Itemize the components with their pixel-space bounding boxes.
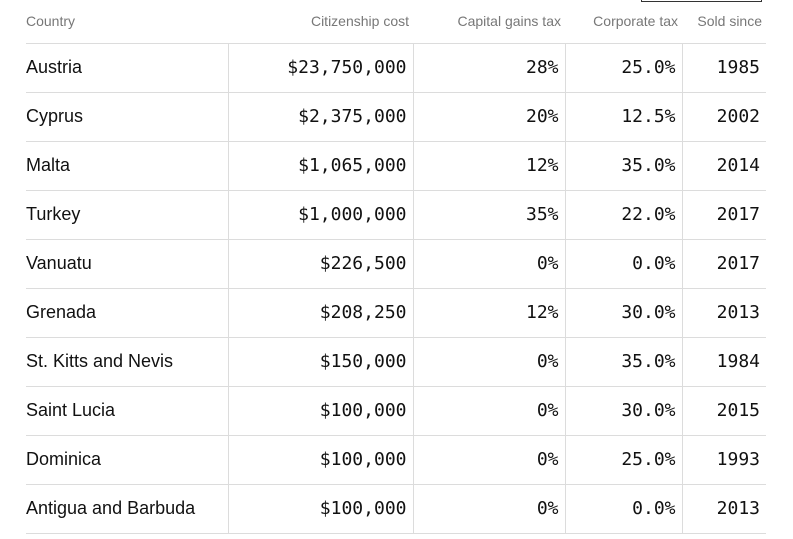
cell-citizenship-cost: $226,500 xyxy=(227,239,414,289)
cell-country: Saint Lucia xyxy=(26,386,228,436)
cell-country: Antigua and Barbuda xyxy=(26,484,228,534)
cell-sold-since: 2013 xyxy=(682,484,766,534)
header-country[interactable]: Country xyxy=(26,0,228,44)
cell-sold-since: 2017 xyxy=(682,190,766,240)
cell-corporate-tax: 25.0% xyxy=(565,43,683,93)
cell-sold-since: 2017 xyxy=(682,239,766,289)
cell-capital-gains-tax: 0% xyxy=(413,386,566,436)
cell-capital-gains-tax: 20% xyxy=(413,92,566,142)
cell-sold-since: 2013 xyxy=(682,288,766,338)
cell-sold-since: 2015 xyxy=(682,386,766,436)
cell-capital-gains-tax: 12% xyxy=(413,141,566,191)
cell-sold-since: 1985 xyxy=(682,43,766,93)
cell-corporate-tax: 0.0% xyxy=(565,484,683,534)
cell-citizenship-cost: $150,000 xyxy=(227,337,414,387)
table-row: Malta $1,065,000 12% 35.0% 2014 xyxy=(26,141,766,191)
table-row: Austria $23,750,000 28% 25.0% 1985 xyxy=(26,43,766,93)
table-row: Turkey $1,000,000 35% 22.0% 2017 xyxy=(26,190,766,240)
cell-country: Austria xyxy=(26,43,228,93)
table-row: Antigua and Barbuda $100,000 0% 0.0% 2013 xyxy=(26,484,766,534)
cell-corporate-tax: 0.0% xyxy=(565,239,683,289)
cell-capital-gains-tax: 35% xyxy=(413,190,566,240)
header-row: Country Citizenship cost Capital gains t… xyxy=(26,0,766,44)
cell-citizenship-cost: $100,000 xyxy=(227,435,414,485)
cell-sold-since: 2002 xyxy=(682,92,766,142)
cell-corporate-tax: 22.0% xyxy=(565,190,683,240)
table-row: Grenada $208,250 12% 30.0% 2013 xyxy=(26,288,766,338)
cell-citizenship-cost: $1,000,000 xyxy=(227,190,414,240)
cell-sold-since: 2014 xyxy=(682,141,766,191)
table-row: Saint Lucia $100,000 0% 30.0% 2015 xyxy=(26,386,766,436)
cell-capital-gains-tax: 0% xyxy=(413,337,566,387)
cell-capital-gains-tax: 12% xyxy=(413,288,566,338)
header-citizenship-cost[interactable]: Citizenship cost xyxy=(228,0,413,44)
cell-country: St. Kitts and Nevis xyxy=(26,337,228,387)
header-corporate-tax[interactable]: Corporate tax xyxy=(565,0,682,44)
cell-corporate-tax: 30.0% xyxy=(565,386,683,436)
cell-citizenship-cost: $23,750,000 xyxy=(227,43,414,93)
cell-citizenship-cost: $100,000 xyxy=(227,386,414,436)
cell-capital-gains-tax: 0% xyxy=(413,484,566,534)
cell-capital-gains-tax: 0% xyxy=(413,435,566,485)
cell-citizenship-cost: $1,065,000 xyxy=(227,141,414,191)
cell-capital-gains-tax: 0% xyxy=(413,239,566,289)
cell-country: Malta xyxy=(26,141,228,191)
cell-corporate-tax: 35.0% xyxy=(565,337,683,387)
cell-sold-since: 1984 xyxy=(682,337,766,387)
table-body: Austria $23,750,000 28% 25.0% 1985 Cyprus $2,3… xyxy=(26,43,766,534)
cell-capital-gains-tax: 28% xyxy=(413,43,566,93)
cell-corporate-tax: 30.0% xyxy=(565,288,683,338)
cell-citizenship-cost: $2,375,000 xyxy=(227,92,414,142)
table-row: St. Kitts and Nevis $150,000 0% 35.0% 1984 xyxy=(26,337,766,387)
cell-citizenship-cost: $208,250 xyxy=(227,288,414,338)
cell-corporate-tax: 25.0% xyxy=(565,435,683,485)
cell-sold-since: 1993 xyxy=(682,435,766,485)
table-row: Dominica $100,000 0% 25.0% 1993 xyxy=(26,435,766,485)
header-sold-since[interactable]: Sold since xyxy=(682,0,766,44)
table-header: Country Citizenship cost Capital gains t… xyxy=(26,0,766,44)
table-row: Vanuatu $226,500 0% 0.0% 2017 xyxy=(26,239,766,289)
cell-country: Cyprus xyxy=(26,92,228,142)
header-capital-gains-tax[interactable]: Capital gains tax xyxy=(413,0,565,44)
cell-country: Dominica xyxy=(26,435,228,485)
table-row: Cyprus $2,375,000 20% 12.5% 2002 xyxy=(26,92,766,142)
cell-corporate-tax: 12.5% xyxy=(565,92,683,142)
cell-country: Grenada xyxy=(26,288,228,338)
cell-corporate-tax: 35.0% xyxy=(565,141,683,191)
cell-country: Vanuatu xyxy=(26,239,228,289)
cell-citizenship-cost: $100,000 xyxy=(227,484,414,534)
cell-country: Turkey xyxy=(26,190,228,240)
citizenship-table: Country Citizenship cost Capital gains t… xyxy=(26,0,766,534)
